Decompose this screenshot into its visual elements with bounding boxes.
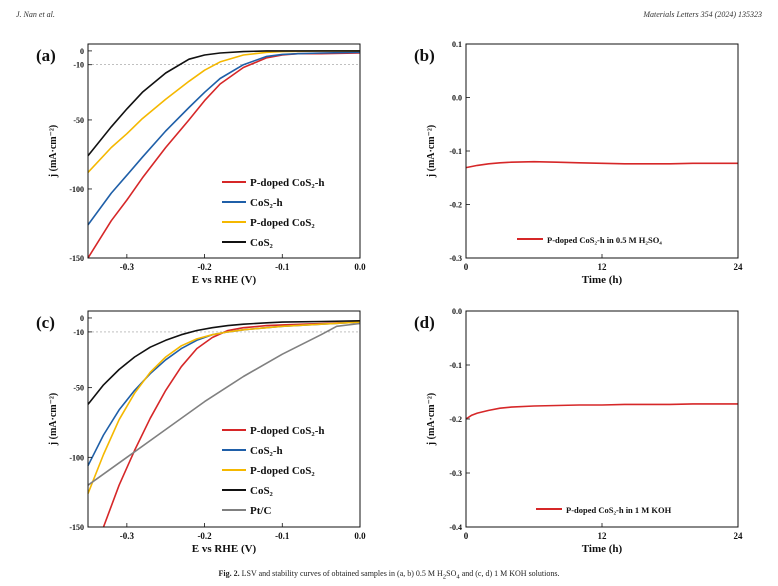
- x-tick-label: -0.3: [120, 262, 135, 272]
- x-tick-label: 12: [598, 531, 608, 541]
- series-line-2: [87, 321, 361, 494]
- y-tick-label: 0: [80, 314, 84, 323]
- x-axis-label: Time (h): [582, 543, 623, 555]
- y-axis-label: j (mA·cm⁻²): [48, 125, 59, 178]
- caption-text-3: and (c, d) 1 M KOH solutions.: [459, 569, 560, 578]
- plot-frame: [87, 43, 361, 259]
- x-tick-label: 0: [464, 531, 469, 541]
- series-line-1: [87, 51, 361, 226]
- series-line-1: [87, 321, 361, 467]
- y-tick-label: -150: [69, 254, 84, 263]
- y-tick-label: -0.1: [449, 361, 462, 370]
- caption-label: Fig. 2.: [218, 569, 240, 578]
- series-line-3: [87, 320, 361, 405]
- x-tick-label: -0.1: [275, 531, 290, 541]
- x-axis-label: E vs RHE (V): [192, 543, 257, 555]
- panel-label: (b): [414, 46, 435, 65]
- x-tick-label: -0.3: [120, 531, 135, 541]
- y-tick-label: -0.4: [449, 523, 462, 532]
- legend-entry: Pt/C: [250, 505, 271, 517]
- series-line-3: [87, 50, 360, 157]
- y-tick-label: -150: [69, 523, 84, 532]
- running-header-journal: Materials Letters 354 (2024) 135323: [643, 10, 762, 19]
- y-tick-label: 0.1: [452, 40, 462, 49]
- legend-entry: P-doped CoS₂-h in 0.5 M H₂SO₄: [547, 235, 662, 245]
- x-tick-label: 24: [734, 262, 744, 272]
- y-tick-label: -100: [69, 453, 84, 462]
- x-tick-label: 24: [734, 531, 744, 541]
- legend-entry: P-doped CoS₂: [250, 465, 315, 477]
- x-tick-label: 0.0: [354, 531, 366, 541]
- y-tick-label: -0.3: [449, 469, 462, 478]
- x-tick-label: 12: [598, 262, 608, 272]
- x-tick-label: -0.1: [275, 262, 290, 272]
- y-tick-label: -10: [73, 328, 84, 337]
- x-axis-label: E vs RHE (V): [192, 274, 257, 286]
- plot-frame: [465, 310, 739, 528]
- x-tick-label: 0.0: [354, 262, 366, 272]
- y-tick-label: -100: [69, 185, 84, 194]
- x-tick-label: -0.2: [197, 262, 212, 272]
- legend-entry: CoS₂: [250, 485, 274, 497]
- caption-text-2: SO: [446, 569, 457, 578]
- legend-entry: CoS₂-h: [250, 197, 283, 209]
- plot-frame: [87, 310, 361, 528]
- panel-label: (a): [36, 46, 56, 65]
- series-line-2: [87, 50, 360, 173]
- legend-entry: P-doped CoS₂-h in 1 M KOH: [566, 505, 672, 515]
- chart-panel-b: 0 12 24 0.1 0.0 -0.1 -0.2 -0.3 Time (h) j (mA·cm⁻…: [414, 40, 743, 286]
- series-line-0: [465, 403, 738, 420]
- figure-caption: Fig. 2. LSV and stability curves of obta…: [0, 569, 778, 581]
- y-tick-label: -50: [73, 116, 84, 125]
- y-tick-label: -0.1: [449, 147, 462, 156]
- series-line-4: [87, 322, 361, 486]
- legend-entry: P-doped CoS₂: [250, 217, 315, 229]
- legend-entry: CoS₂: [250, 237, 274, 249]
- legend-entry: CoS₂-h: [250, 445, 283, 457]
- y-tick-label: -0.3: [449, 254, 462, 263]
- chart-panel-c: -0.3 -0.2 -0.1 0.0 0 -10 -50 -100 -150 E vs RHE (…: [36, 310, 366, 555]
- x-axis-label: Time (h): [582, 274, 623, 286]
- series-line-0: [87, 52, 361, 259]
- y-tick-label: 0.0: [452, 307, 462, 316]
- y-tick-label: -0.2: [449, 415, 462, 424]
- series-line-0: [102, 321, 361, 528]
- panel-label: (c): [36, 313, 55, 332]
- panel-label: (d): [414, 313, 435, 332]
- caption-sub-1: 2: [442, 573, 447, 581]
- series-line-0: [465, 160, 738, 169]
- x-tick-label: 0: [464, 262, 469, 272]
- running-header-authors: J. Nan et al.: [16, 10, 55, 19]
- chart-panel-d: 0 12 24 0.0 -0.1 -0.2 -0.3 -0.4 Time (h) j (mA·cm…: [414, 307, 743, 555]
- plot-frame: [465, 43, 739, 259]
- chart-panel-a: -0.3 -0.2 -0.1 0.0 0 -10 -50 -100 -150 E vs RHE (…: [36, 43, 366, 286]
- y-tick-label: -50: [73, 384, 84, 393]
- y-axis-label: j (mA·cm⁻²): [426, 393, 437, 446]
- y-axis-label: j (mA·cm⁻²): [426, 125, 437, 178]
- y-tick-label: 0: [80, 47, 84, 56]
- legend-entry: P-doped CoS₂-h: [250, 425, 325, 437]
- y-axis-label: j (mA·cm⁻²): [48, 393, 59, 446]
- y-tick-label: -10: [73, 61, 84, 70]
- y-tick-label: 0.0: [452, 94, 462, 103]
- legend-entry: P-doped CoS₂-h: [250, 177, 325, 189]
- y-tick-label: -0.2: [449, 201, 462, 210]
- caption-sub-2: 4: [456, 573, 460, 581]
- x-tick-label: -0.2: [197, 531, 212, 541]
- caption-text-1: LSV and stability curves of obtained sam…: [241, 569, 443, 578]
